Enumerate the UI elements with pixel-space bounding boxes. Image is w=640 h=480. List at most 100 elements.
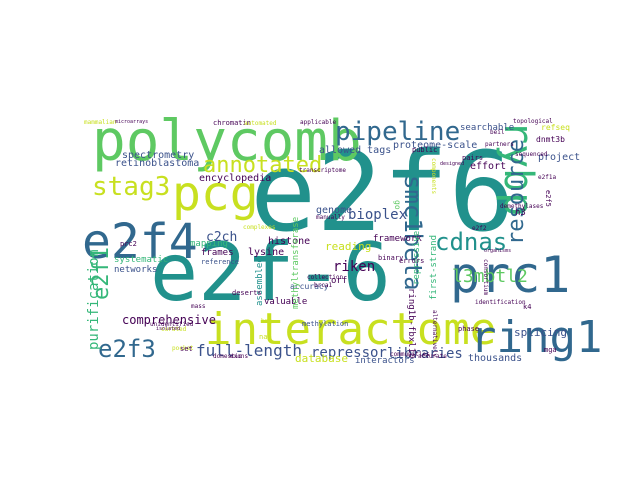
word-l3mbtl2: l3mbtl2 <box>452 266 528 287</box>
word-transcriptome: transcriptome <box>299 167 346 174</box>
word-riken: riken <box>333 259 375 275</box>
word-e2f5: e2f5 <box>544 190 552 207</box>
word-e2f1: e2f1 <box>89 247 114 300</box>
word-dnmt3b: dnmt3b <box>536 135 565 144</box>
word-accuracy: accuracy <box>290 282 329 291</box>
word-applicable: applicable <box>300 119 337 126</box>
word-e2f6: e2f6 <box>250 128 515 256</box>
word-binary: binary <box>378 254 403 262</box>
word-smc1beta: smc1beta <box>399 175 427 291</box>
word-communities: communities <box>390 351 430 358</box>
word-frames: frames <box>201 248 234 258</box>
word-sequenced: sequenced <box>515 151 548 158</box>
word-microarrays: microarrays <box>115 119 148 125</box>
word-interactome: interactome <box>205 304 496 355</box>
word-splicing: splicing <box>514 326 567 339</box>
word-exons: exons <box>230 353 248 360</box>
word-searchable: searchable <box>460 123 514 133</box>
word-manually: manually <box>316 214 345 221</box>
word-reference: reference <box>201 258 239 266</box>
word-pairs: pairs <box>462 154 483 162</box>
word-rybp: rybp <box>495 120 541 216</box>
word-assembled: assembled <box>255 257 265 306</box>
word-prc2: prc2 <box>120 240 137 248</box>
word-comprehensive: comprehensive <box>122 313 216 327</box>
word-brca1: brca1 <box>314 282 332 289</box>
word-framework: framework <box>373 234 422 244</box>
word-collection: collection <box>307 274 344 281</box>
word-isolated: isolated <box>156 326 180 332</box>
word-identification: identification <box>475 299 526 306</box>
word-mapping: mapping <box>190 239 228 249</box>
word-repressor: repressor <box>311 345 387 361</box>
word-encyclopedia: encyclopedia <box>199 173 271 184</box>
word-e2f-6: e2f-6 <box>150 226 391 319</box>
word-nap: nap <box>259 333 272 341</box>
word-valuable: valuable <box>264 297 307 307</box>
word-e2f4: e2f4 <box>82 214 198 270</box>
word-h3: h3 <box>515 208 526 218</box>
word-mammalian: mammalian <box>84 119 117 126</box>
word-annotated: annotated <box>203 153 322 178</box>
word-full-length: full-length <box>196 341 302 360</box>
word-pocket: pocket <box>172 345 194 352</box>
word-deserts: deserts <box>232 289 262 297</box>
word-alternatively: alternatively <box>431 310 438 357</box>
word-polycomb: polycomb <box>92 109 362 174</box>
word-effort: effort <box>470 161 506 172</box>
word-phase: phase <box>458 325 479 333</box>
word-public: public <box>412 146 437 154</box>
word-orf: orf <box>331 276 347 286</box>
word-chromatin: chromatin <box>213 119 251 127</box>
word-histone: histone <box>268 236 310 247</box>
word-components: components <box>430 158 437 195</box>
word-repressive: repressive <box>412 231 422 285</box>
word-e2f2: e2f2 <box>472 225 487 232</box>
word-set: set <box>180 345 193 353</box>
word-go: go <box>393 200 402 210</box>
word-mga: mga <box>544 346 557 354</box>
word-reading: reading <box>325 240 371 253</box>
word-demethylases: demethylases <box>500 203 544 210</box>
word-cdnas: cdnas <box>435 228 507 256</box>
word-automated: automated <box>244 120 277 127</box>
word-beil: beil <box>490 129 505 136</box>
word-partners: partners <box>485 141 514 148</box>
word-organisms: organisms <box>484 248 511 254</box>
word-project: project <box>538 152 580 163</box>
word-refseq: refseq <box>541 123 570 132</box>
word-networks: networks <box>114 265 157 275</box>
word-pipeline: pipeline <box>335 117 460 147</box>
word-bioplex: bioplex <box>348 207 407 223</box>
word-designed: designed <box>440 161 464 167</box>
word-systematic: systematic <box>114 255 168 265</box>
word-accurate: accurate <box>418 353 447 360</box>
word-methyltransferase: methyltransferase <box>291 217 301 309</box>
word-mass: mass <box>191 303 206 310</box>
word-group: e2f6e2f-6polycombinteractomepcge2f4prc1r… <box>82 109 602 366</box>
word-purification: purification <box>86 249 102 350</box>
word-ring1: ring1 <box>470 312 602 363</box>
word-allowed-tags: allowed tags <box>319 145 391 156</box>
word-complexes: complexes <box>243 224 276 231</box>
word-c2ch: c2ch <box>206 230 237 245</box>
word-ring1b-fbxl10: ring1b-fbxl10 <box>406 288 416 358</box>
word-resource: resource <box>504 139 529 245</box>
word-e2f1a: e2f1a <box>538 174 556 181</box>
word-methylation: methylation <box>302 320 348 328</box>
word-retinoblastoma: retinoblastoma <box>115 158 199 169</box>
word-first-strand: first-strand <box>429 235 439 300</box>
word-genome: genome <box>316 205 352 216</box>
word-proteome-scale: proteome-scale <box>393 140 477 151</box>
word-prc1: prc1 <box>450 246 570 304</box>
word-libraries: libraries <box>387 346 463 362</box>
word-spectrometry: spectrometry <box>122 150 194 161</box>
word-interactors: interactors <box>355 356 415 366</box>
word-consortium: consortium <box>482 259 489 296</box>
word-errors: errors <box>399 257 424 265</box>
word-topological: topological <box>513 118 553 125</box>
word-lysine: lysine <box>248 247 284 258</box>
word-thousands: thousands <box>468 353 522 364</box>
